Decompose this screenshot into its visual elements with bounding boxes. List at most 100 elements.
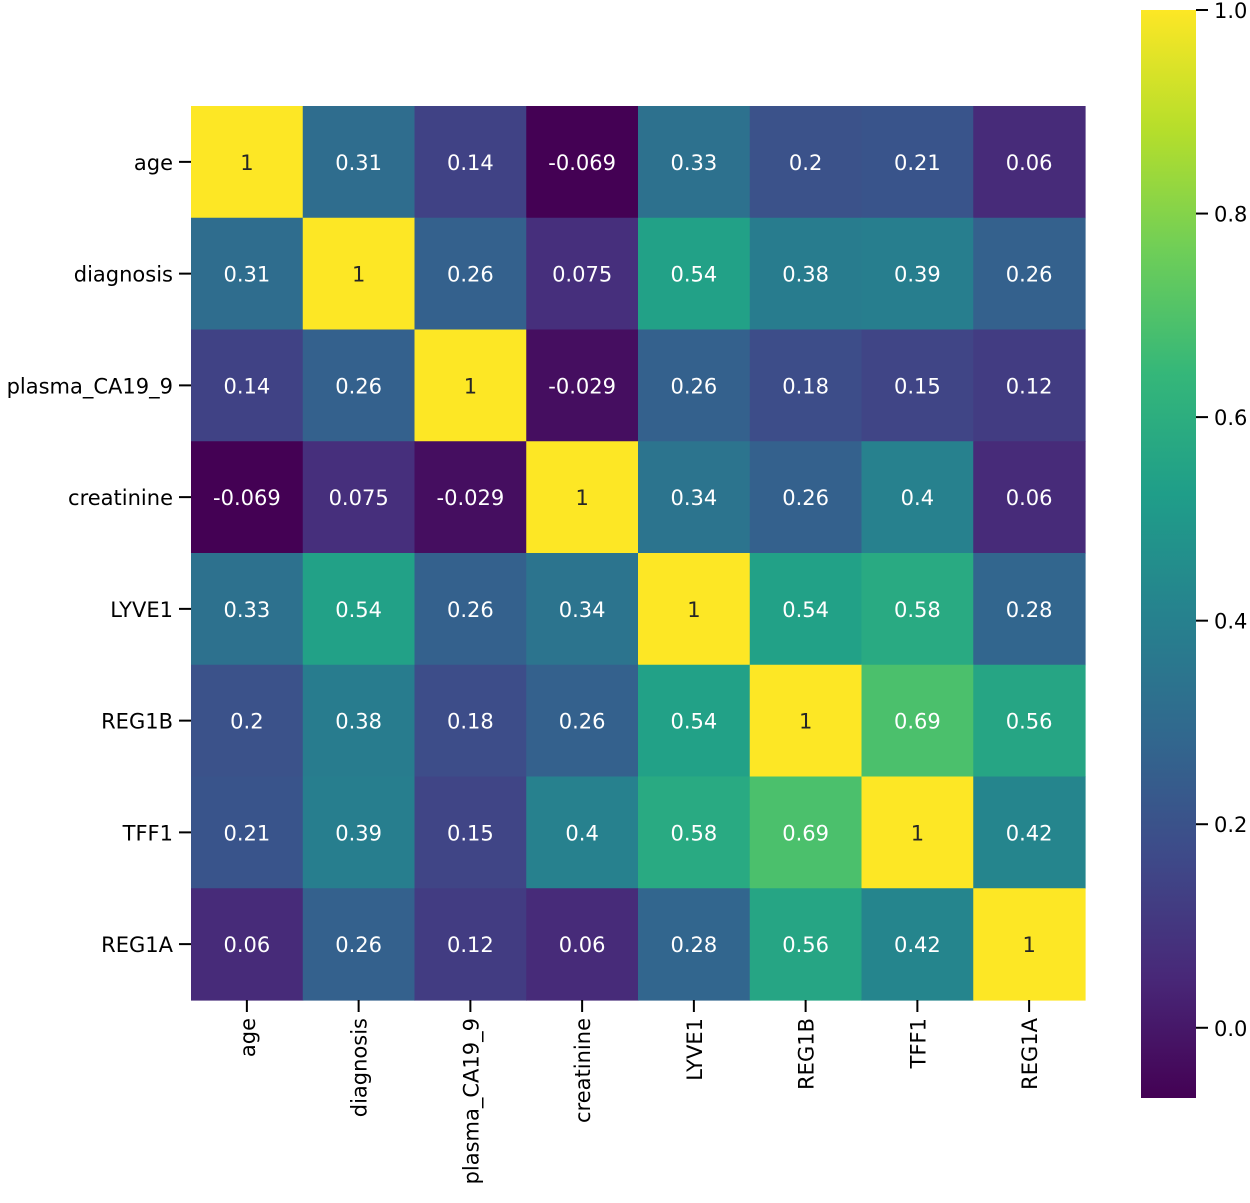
col-label-tff1: TFF1 [906,1018,930,1069]
cell-label-creatinine-diagnosis: 0.075 [329,486,389,510]
heatmap-cell-age-lyve1 [638,106,751,219]
heatmap-cell-reg1a-lyve1 [638,888,751,1001]
cell-label-creatinine-tff1: 0.4 [901,486,934,510]
heatmap-cell-diagnosis-age [191,217,304,331]
cell-label-tff1-plasma-ca19-9: 0.15 [447,821,494,845]
col-label-age: age [236,1018,260,1057]
heatmap-cell-lyve1-lyve1 [638,553,751,666]
cell-label-lyve1-reg1b: 0.54 [782,598,829,622]
cell-label-tff1-creatinine: 0.4 [565,821,598,845]
colorbar-tick-label: 0.8 [1214,203,1247,227]
cell-label-creatinine-age: -0.069 [213,486,281,510]
heatmap-cell-diagnosis-reg1b [749,217,863,331]
heatmap-cell-reg1b-reg1b [749,664,863,778]
cell-label-age-reg1a: 0.06 [1006,151,1053,175]
col-label-lyve1: LYVE1 [683,1018,707,1081]
cell-label-tff1-reg1b: 0.69 [782,821,829,845]
cell-label-reg1a-tff1: 0.42 [894,933,941,957]
cell-label-tff1-age: 0.21 [223,821,270,845]
cell-label-lyve1-plasma-ca19-9: 0.26 [447,598,494,622]
heatmap-cell-reg1a-reg1b [749,888,863,1001]
heatmap-cell-tff1-reg1b [749,776,863,889]
heatmap-cell-plasma-ca19-9-lyve1 [638,329,751,442]
cell-label-tff1-reg1a: 0.42 [1006,821,1053,845]
colorbar-tick-label: 0.0 [1214,1017,1247,1041]
heatmap-cell-plasma-ca19-9-creatinine [526,329,639,442]
row-label-lyve1: LYVE1 [110,598,173,622]
cell-label-diagnosis-diagnosis: 1 [352,263,365,287]
heatmap-cell-creatinine-reg1a [973,441,1086,554]
cell-label-age-tff1: 0.21 [894,151,941,175]
heatmap-cell-plasma-ca19-9-tff1 [861,329,974,442]
cell-label-diagnosis-creatinine: 0.075 [552,263,612,287]
heatmap-cell-creatinine-lyve1 [638,441,751,554]
col-label-plasma-ca19-9: plasma_CA19_9 [459,1018,484,1184]
heatmap-cell-diagnosis-diagnosis [302,217,416,331]
heatmap-cell-age-creatinine [526,106,639,219]
cell-label-plasma-ca19-9-creatinine: -0.029 [548,374,616,398]
heatmap-cell-plasma-ca19-9-reg1a [973,329,1086,442]
cell-label-reg1b-diagnosis: 0.38 [335,710,382,734]
cell-label-creatinine-reg1b: 0.26 [782,486,829,510]
row-axis: age diagnosis plasma_CA19_9 creatinine LYVE1… [7,151,191,957]
colorbar-tick-label: 1.0 [1214,0,1247,23]
heatmap-cell-tff1-age [191,776,304,889]
heatmap-cell-plasma-ca19-9-age [191,329,304,442]
heatmap-cell-age-tff1 [861,106,974,219]
colorbar: 0.0 0.2 0.4 0.6 0.8 1.0 [1141,0,1247,1098]
row-label-diagnosis: diagnosis [74,263,173,287]
heatmap-cell-diagnosis-reg1a [973,217,1086,331]
heatmap-cell-labels: 1 0.31 0.14 -0.069 0.33 0.2 0.21 0.060.31 1 0.26 0… [213,151,1052,957]
heatmap-cell-tff1-creatinine [526,776,639,889]
cell-label-reg1a-creatinine: 0.06 [559,933,606,957]
heatmap-cell-creatinine-tff1 [861,441,974,554]
cell-label-lyve1-age: 0.33 [223,598,270,622]
cell-label-reg1a-reg1a: 1 [1022,933,1035,957]
column-axis: age diagnosis plasma_CA19_9 creatinine LYVE1… [236,1000,1042,1184]
col-label-reg1a: REG1A [1018,1017,1042,1089]
colorbar-tick-label: 0.4 [1214,610,1247,634]
cell-label-reg1a-plasma-ca19-9: 0.12 [447,933,494,957]
cell-label-reg1a-age: 0.06 [223,933,270,957]
cell-label-tff1-tff1: 1 [911,821,924,845]
heatmap-cell-age-reg1a [973,106,1086,219]
heatmap-cell-reg1b-tff1 [861,664,974,778]
col-label-diagnosis: diagnosis [348,1018,372,1117]
row-label-creatinine: creatinine [68,486,173,510]
heatmap-cell-reg1a-plasma-ca19-9 [414,888,527,1001]
cell-label-reg1a-diagnosis: 0.26 [335,933,382,957]
cell-label-plasma-ca19-9-lyve1: 0.26 [670,374,717,398]
heatmap-cell-reg1a-creatinine [526,888,639,1001]
cell-label-tff1-diagnosis: 0.39 [335,821,382,845]
heatmap-cell-reg1a-age [191,888,304,1001]
cell-label-creatinine-reg1a: 0.06 [1006,486,1053,510]
heatmap-cell-lyve1-age [191,553,304,666]
cell-label-plasma-ca19-9-age: 0.14 [223,374,270,398]
heatmap-cell-tff1-diagnosis [302,776,416,889]
cell-label-plasma-ca19-9-diagnosis: 0.26 [335,374,382,398]
cell-label-plasma-ca19-9-reg1b: 0.18 [782,374,829,398]
heatmap-cell-reg1b-lyve1 [638,664,751,778]
cell-label-age-plasma-ca19-9: 0.14 [447,151,494,175]
row-label-age: age [134,151,173,175]
heatmap-cell-lyve1-reg1b [749,553,863,666]
cell-label-reg1b-creatinine: 0.26 [559,710,606,734]
cell-label-lyve1-reg1a: 0.28 [1006,598,1053,622]
heatmap-cell-reg1b-creatinine [526,664,639,778]
cell-label-reg1b-plasma-ca19-9: 0.18 [447,710,494,734]
cell-label-diagnosis-lyve1: 0.54 [670,263,717,287]
heatmap-cell-tff1-plasma-ca19-9 [414,776,527,889]
heatmap-cell-creatinine-creatinine [526,441,639,554]
row-label-plasma-ca19-9: plasma_CA19_9 [7,374,173,399]
heatmap-cell-creatinine-reg1b [749,441,863,554]
heatmap-cell-diagnosis-plasma-ca19-9 [414,217,527,331]
row-label-reg1b: REG1B [101,710,173,734]
heatmap-cell-diagnosis-creatinine [526,217,639,331]
cell-label-age-creatinine: -0.069 [548,151,616,175]
heatmap-cell-lyve1-reg1a [973,553,1086,666]
heatmap-cell-age-plasma-ca19-9 [414,106,527,219]
cell-label-reg1b-lyve1: 0.54 [670,710,717,734]
cell-label-creatinine-lyve1: 0.34 [670,486,717,510]
